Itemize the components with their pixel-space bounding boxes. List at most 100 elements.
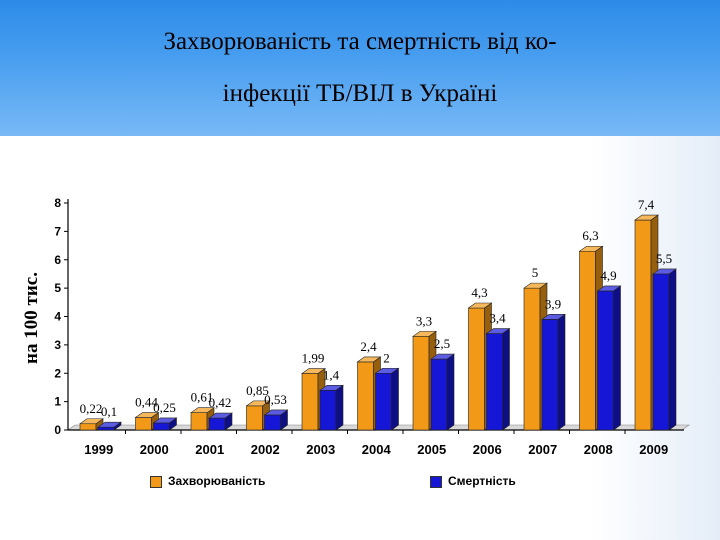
bar-top [319,384,344,391]
bar-mortality [596,285,622,431]
bar-top [152,417,178,424]
bar-front [301,373,319,431]
bar-top [523,282,548,289]
y-tick-label: 1 [54,395,61,409]
x-tick-label: 2004 [362,442,392,457]
y-axis-label: на 100 тис. [21,272,42,364]
y-tick-label: 6 [54,253,61,267]
bar-front [97,426,115,431]
bar-mortality [208,412,233,431]
legend-swatch-mortality [430,476,442,488]
slide-title-line-1: Захворюваність та смертність від ко- [163,28,557,55]
bar-mortality [652,268,677,431]
legend-label-incidence: Захворюваність [168,474,266,488]
data-label-incidence: 0,44 [135,395,158,410]
bar-front [597,290,614,431]
bar-top [263,409,289,416]
bar-top [412,331,437,337]
data-label-mortality: 1,4 [323,367,340,382]
data-label-mortality: 2,5 [434,336,450,351]
bar-side [446,353,455,431]
data-label-incidence: 3,3 [416,313,432,328]
bar-side [502,327,510,431]
bar-front [153,422,170,431]
bar-mortality [97,421,122,431]
data-label-incidence: 6,3 [582,228,598,243]
bar-front [375,372,392,431]
bar-front [430,358,448,431]
bar-top [467,302,493,309]
y-tick-label: 2 [54,366,61,380]
bar-mortality [485,327,511,431]
bar-front [79,423,97,431]
bar-top [208,412,233,419]
data-label-incidence: 5 [532,265,539,280]
bar-top [652,268,677,275]
x-tick-label: 1999 [84,442,113,457]
data-label-mortality: 0,25 [153,400,176,415]
bar-mortality [430,353,455,431]
bar-front [468,307,485,431]
data-label-incidence: 0,85 [246,383,269,398]
bar-mortality [374,367,400,431]
bar-mortality [541,313,566,431]
bar-top [541,314,566,320]
bar-top [578,245,604,252]
data-label-mortality: 4,9 [600,268,616,283]
data-label-mortality: 0,1 [101,404,117,419]
x-tick-label: 2009 [639,442,668,457]
legend-swatch-incidence [150,476,162,488]
data-label-mortality: 2 [383,350,390,365]
data-label-mortality: 0,53 [264,392,287,407]
slide-title-line-2: інфекції ТБ/ВІЛ в Україні [222,80,498,107]
x-tick-label: 2003 [306,442,335,457]
bar-side [557,313,566,431]
bar-front [412,336,430,431]
bar-front [190,412,208,431]
bar-front [264,414,281,431]
bar-mortality [319,384,344,431]
bar-side [613,285,621,431]
x-tick-label: 2008 [584,442,613,457]
legend-label-mortality: Смертність [448,474,516,488]
bar-top [485,328,511,334]
data-label-incidence: 7,4 [638,197,655,212]
bar-side [335,384,344,431]
bar-top [190,407,215,413]
bar-front [541,319,559,431]
bar-front [523,287,541,431]
data-label-incidence: 0,61 [191,390,214,405]
y-tick-label: 3 [54,338,61,352]
bar-front [135,417,152,431]
bar-top [596,285,622,292]
bar-front [208,417,226,431]
bar-top [430,353,455,360]
y-tick-label: 7 [54,224,61,238]
x-tick-label: 2007 [528,442,557,457]
bar-top [79,418,104,425]
bar-front [486,333,503,431]
x-tick-label: 2000 [140,442,169,457]
data-label-mortality: 5,5 [656,251,672,266]
bar-top [134,412,160,418]
bar-front [579,250,596,431]
x-tick-label: 2001 [195,442,224,457]
bar-front [634,219,652,431]
x-tick-label: 2006 [473,442,502,457]
data-label-mortality: 3,9 [545,296,561,311]
slide-header: Захворюваність та смертність від ко- інф… [0,0,720,136]
bar-front [319,389,337,431]
bar-top [245,400,271,407]
y-tick-label: 5 [54,281,61,295]
bar-top [97,421,122,428]
bar-mortality [152,417,178,431]
y-tick-label: 8 [54,196,61,210]
data-label-incidence: 0,22 [80,401,103,416]
data-label-incidence: 1,99 [302,351,325,366]
data-label-incidence: 2,4 [360,339,377,354]
bar-top [356,356,382,363]
bar-side [668,268,677,431]
y-tick-label: 0 [54,423,61,437]
data-label-incidence: 4,3 [471,285,487,300]
